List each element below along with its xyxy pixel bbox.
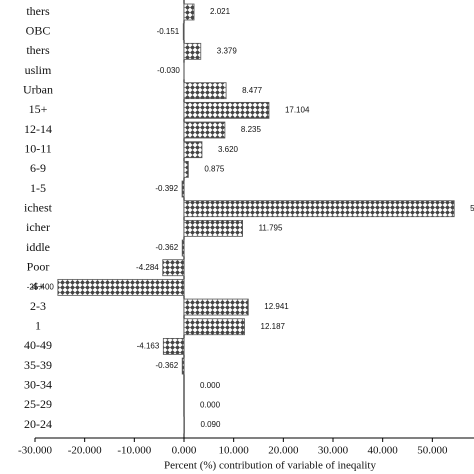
bar xyxy=(183,318,245,336)
bar xyxy=(57,278,185,296)
x-tick-label: 0.000 xyxy=(172,445,197,457)
x-tick-label: -20.000 xyxy=(68,445,102,457)
bar xyxy=(181,180,185,198)
value-label: -4.163 xyxy=(137,341,160,350)
x-tick-label: -30.000 xyxy=(18,445,52,457)
y-tick-label: 4+ xyxy=(32,279,45,293)
bar xyxy=(183,3,195,21)
value-label: 2.021 xyxy=(210,7,231,16)
y-tick-label: uslim xyxy=(25,63,52,77)
bar xyxy=(183,82,227,100)
bar xyxy=(183,141,203,159)
value-label: 0.090 xyxy=(200,420,221,429)
bar xyxy=(183,298,249,316)
x-tick-label: 10.000 xyxy=(219,445,250,457)
value-label: 12.941 xyxy=(264,302,289,311)
y-tick-label: 1-5 xyxy=(30,181,46,195)
bar xyxy=(183,42,202,60)
bar xyxy=(182,23,185,41)
y-tick-label: 30-34 xyxy=(24,377,52,391)
y-tick-label: OBC xyxy=(26,23,51,37)
value-label: 54.4 xyxy=(470,204,474,213)
y-tick-label: 10-11 xyxy=(24,141,52,155)
bar xyxy=(183,121,226,139)
bar xyxy=(183,219,243,237)
bar xyxy=(162,337,185,355)
x-axis-title: Percent (%) contribution of variable of … xyxy=(164,460,376,472)
value-label: -4.284 xyxy=(136,263,159,272)
y-tick-label: Urban xyxy=(23,82,53,96)
y-tick-label: icher xyxy=(26,220,50,234)
bar xyxy=(181,239,185,257)
bar xyxy=(183,101,270,119)
bar xyxy=(183,200,455,218)
value-label: -0.392 xyxy=(155,184,178,193)
y-tick-label: 35-39 xyxy=(24,358,52,372)
value-label: -0.362 xyxy=(156,361,179,370)
x-tick-label: 20.000 xyxy=(268,445,299,457)
value-label: 3.379 xyxy=(217,46,238,55)
y-tick-label: 15+ xyxy=(29,102,48,116)
value-label: 0.000 xyxy=(200,401,221,410)
value-label: -0.362 xyxy=(156,243,179,252)
value-label: -25.400 xyxy=(27,282,55,291)
value-label: 0.000 xyxy=(200,381,221,390)
y-tick-label: 40-49 xyxy=(24,338,52,352)
y-tick-label: 6-9 xyxy=(30,161,46,175)
y-tick-label: 25-29 xyxy=(24,397,52,411)
value-label: -0.151 xyxy=(157,27,180,36)
y-tick-label: Poor xyxy=(27,259,50,273)
x-tick-label: -10.000 xyxy=(117,445,151,457)
y-tick-label: iddle xyxy=(26,240,50,254)
y-tick-label: thers xyxy=(26,43,50,57)
y-tick-label: thers xyxy=(26,4,50,18)
x-tick-label: 40.000 xyxy=(368,445,399,457)
bar xyxy=(181,357,185,375)
y-tick-label: 2-3 xyxy=(30,299,46,313)
x-tick-label: 30.000 xyxy=(318,445,349,457)
bar xyxy=(183,160,189,178)
value-label: -0.030 xyxy=(157,66,180,75)
value-label: 0.875 xyxy=(204,164,225,173)
value-label: 8.477 xyxy=(242,86,263,95)
value-label: 17.104 xyxy=(285,105,310,114)
value-label: 3.620 xyxy=(218,145,239,154)
x-tick-label: 50.000 xyxy=(417,445,448,457)
y-tick-label: 12-14 xyxy=(24,122,52,136)
y-tick-label: 20-24 xyxy=(24,417,52,431)
bar xyxy=(162,259,185,277)
value-label: 8.235 xyxy=(241,125,262,134)
value-label: 11.795 xyxy=(259,223,283,232)
value-label: 12.187 xyxy=(261,322,286,331)
y-tick-label: 1 xyxy=(35,318,41,332)
y-tick-label: ichest xyxy=(24,200,53,214)
